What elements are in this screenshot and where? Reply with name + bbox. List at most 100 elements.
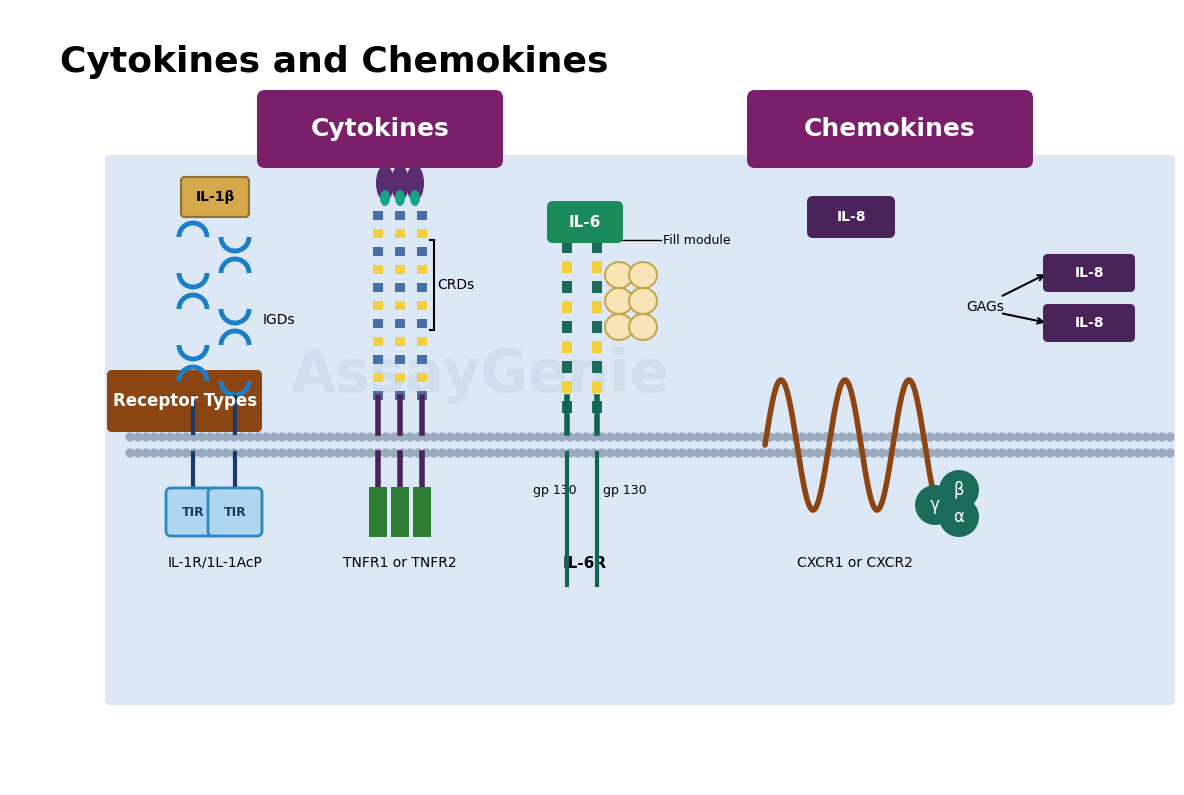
- Circle shape: [1022, 449, 1030, 457]
- Bar: [373, 373, 382, 382]
- Circle shape: [310, 449, 318, 457]
- Circle shape: [534, 433, 542, 441]
- Circle shape: [334, 433, 342, 441]
- Bar: [369, 487, 387, 537]
- Circle shape: [502, 449, 510, 457]
- Bar: [417, 229, 427, 238]
- Circle shape: [1070, 433, 1077, 441]
- Circle shape: [390, 433, 398, 441]
- Circle shape: [942, 449, 950, 457]
- Circle shape: [470, 449, 478, 457]
- Circle shape: [430, 433, 438, 441]
- Circle shape: [583, 449, 590, 457]
- Circle shape: [246, 433, 255, 441]
- Circle shape: [1126, 449, 1134, 457]
- Circle shape: [157, 433, 166, 441]
- Circle shape: [438, 449, 446, 457]
- Bar: [417, 265, 427, 274]
- Circle shape: [942, 433, 950, 441]
- Circle shape: [1006, 433, 1014, 441]
- Text: β: β: [953, 481, 964, 499]
- Text: IL-8: IL-8: [1074, 316, 1103, 330]
- Circle shape: [598, 449, 606, 457]
- Bar: [395, 391, 405, 400]
- Bar: [592, 361, 601, 373]
- Circle shape: [939, 497, 979, 537]
- Bar: [417, 355, 427, 364]
- Circle shape: [255, 449, 262, 457]
- Circle shape: [166, 433, 174, 441]
- Circle shape: [918, 433, 926, 441]
- Circle shape: [822, 433, 830, 441]
- Circle shape: [886, 433, 894, 441]
- Circle shape: [630, 449, 638, 457]
- Circle shape: [614, 433, 622, 441]
- Circle shape: [749, 433, 758, 441]
- Circle shape: [1022, 433, 1030, 441]
- Text: AssayGenie: AssayGenie: [290, 347, 669, 404]
- Circle shape: [646, 433, 654, 441]
- Circle shape: [342, 449, 350, 457]
- Circle shape: [766, 433, 774, 441]
- Circle shape: [214, 433, 223, 441]
- Circle shape: [862, 433, 870, 441]
- Bar: [395, 355, 405, 364]
- Bar: [592, 301, 601, 313]
- Circle shape: [694, 433, 702, 441]
- Circle shape: [915, 485, 955, 525]
- Circle shape: [1150, 449, 1158, 457]
- Circle shape: [998, 433, 1006, 441]
- Circle shape: [934, 449, 942, 457]
- Text: Cytokines: Cytokines: [310, 117, 450, 141]
- Circle shape: [534, 449, 542, 457]
- Circle shape: [742, 433, 749, 441]
- Bar: [395, 373, 405, 382]
- Circle shape: [326, 449, 334, 457]
- Circle shape: [894, 433, 902, 441]
- Circle shape: [998, 449, 1006, 457]
- Circle shape: [847, 433, 854, 441]
- Circle shape: [223, 449, 230, 457]
- Circle shape: [134, 433, 142, 441]
- Circle shape: [223, 433, 230, 441]
- Text: TIR: TIR: [224, 506, 246, 518]
- Text: Receptor Types: Receptor Types: [112, 392, 257, 410]
- Circle shape: [1077, 433, 1086, 441]
- Circle shape: [542, 433, 551, 441]
- Circle shape: [566, 449, 574, 457]
- Bar: [373, 391, 382, 400]
- Circle shape: [262, 449, 270, 457]
- Ellipse shape: [605, 314, 633, 340]
- Circle shape: [551, 449, 558, 457]
- Circle shape: [462, 433, 470, 441]
- Bar: [592, 261, 601, 273]
- Bar: [373, 337, 382, 346]
- Circle shape: [406, 433, 414, 441]
- Circle shape: [815, 433, 822, 441]
- Circle shape: [918, 449, 926, 457]
- FancyBboxPatch shape: [208, 488, 262, 536]
- FancyBboxPatch shape: [105, 155, 1175, 705]
- Circle shape: [478, 433, 485, 441]
- Circle shape: [686, 449, 694, 457]
- Circle shape: [838, 449, 847, 457]
- Circle shape: [606, 449, 614, 457]
- Circle shape: [310, 433, 318, 441]
- Circle shape: [142, 433, 150, 441]
- Ellipse shape: [605, 262, 633, 288]
- Bar: [562, 401, 572, 413]
- Circle shape: [350, 433, 358, 441]
- Circle shape: [462, 449, 470, 457]
- Circle shape: [398, 433, 406, 441]
- Circle shape: [710, 449, 718, 457]
- FancyBboxPatch shape: [747, 90, 1032, 168]
- Circle shape: [726, 449, 734, 457]
- Circle shape: [342, 433, 350, 441]
- FancyBboxPatch shape: [807, 196, 895, 238]
- Circle shape: [287, 449, 294, 457]
- Circle shape: [1102, 433, 1111, 441]
- Circle shape: [519, 449, 526, 457]
- Circle shape: [734, 449, 742, 457]
- Circle shape: [510, 433, 519, 441]
- Circle shape: [662, 433, 670, 441]
